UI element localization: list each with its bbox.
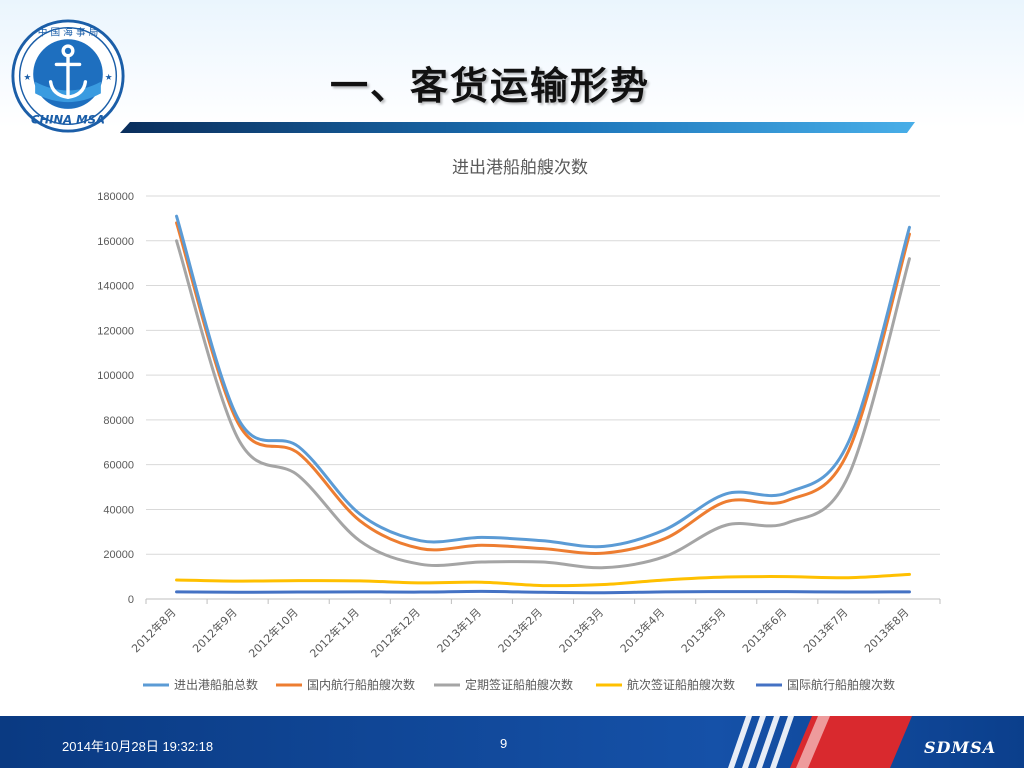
- x-tick-label: 2013年8月: [861, 605, 911, 655]
- x-tick-label: 2012年8月: [128, 605, 178, 655]
- x-tick-label: 2012年12月: [368, 605, 423, 660]
- y-tick-label: 160000: [97, 236, 134, 248]
- y-tick-label: 180000: [97, 191, 134, 203]
- footer-brand: SDMSA: [924, 738, 997, 757]
- x-tick-label: 2013年1月: [434, 605, 484, 655]
- legend-label: 定期签证船舶艘次数: [465, 677, 573, 692]
- y-tick-label: 0: [128, 594, 134, 606]
- y-tick-label: 100000: [97, 370, 134, 382]
- header-divider: [120, 122, 915, 133]
- x-tick-label: 2013年4月: [617, 605, 667, 655]
- y-tick-label: 120000: [97, 325, 134, 337]
- x-tick-label: 2012年10月: [246, 605, 301, 660]
- series-line-4: [175, 572, 911, 588]
- y-tick-label: 140000: [97, 281, 134, 293]
- y-tick-label: 20000: [103, 549, 134, 561]
- y-tick-label: 60000: [103, 460, 134, 472]
- x-tick-label: 2013年7月: [800, 605, 850, 655]
- x-tick-label: 2013年2月: [495, 605, 545, 655]
- china-msa-logo: 中 国 海 事 局 CHINA MSA ★ ★: [11, 19, 125, 133]
- slide-footer: [0, 716, 1024, 768]
- page-number: 9: [500, 736, 508, 751]
- footer-stripes: [728, 716, 794, 768]
- legend-label: 航次签证船舶艘次数: [627, 677, 735, 692]
- legend-label: 国际航行船舶艘次数: [787, 677, 895, 692]
- x-tick-label: 2013年6月: [739, 605, 789, 655]
- chart-title: 进出港船舶艘次数: [452, 158, 588, 178]
- slide-title: 一、客货运输形势: [330, 64, 651, 108]
- slide-header: [0, 0, 1024, 128]
- y-tick-label: 40000: [103, 504, 134, 516]
- footer-light-wedge: [796, 716, 830, 768]
- legend-label: 国内航行船舶艘次数: [307, 677, 415, 692]
- logo-top-text: 中 国 海 事 局: [38, 26, 99, 38]
- logo-star-left: ★: [24, 73, 32, 83]
- ship-traffic-line-chart: 进出港船舶艘次数 0 20000 40000 60000 80000 100000 1200…: [97, 158, 941, 692]
- anchor-icon: [48, 44, 88, 99]
- series-line-1: [175, 214, 911, 549]
- series-line-5: [175, 589, 911, 595]
- y-tick-label: 80000: [103, 415, 134, 427]
- x-tick-label: 2013年5月: [678, 605, 728, 655]
- x-tick-label: 2013年3月: [556, 605, 606, 655]
- footer-date: 2014年10月28日 19:32:18: [62, 739, 214, 754]
- series-line-2: [175, 221, 911, 555]
- legend-label: 进出港船舶总数: [174, 677, 258, 692]
- logo-bottom-text: CHINA MSA: [31, 112, 105, 126]
- logo-star-right: ★: [105, 73, 113, 83]
- x-tick-label: 2012年9月: [190, 605, 240, 655]
- x-tick-label: 2012年11月: [307, 605, 362, 660]
- series-line-3: [175, 239, 911, 570]
